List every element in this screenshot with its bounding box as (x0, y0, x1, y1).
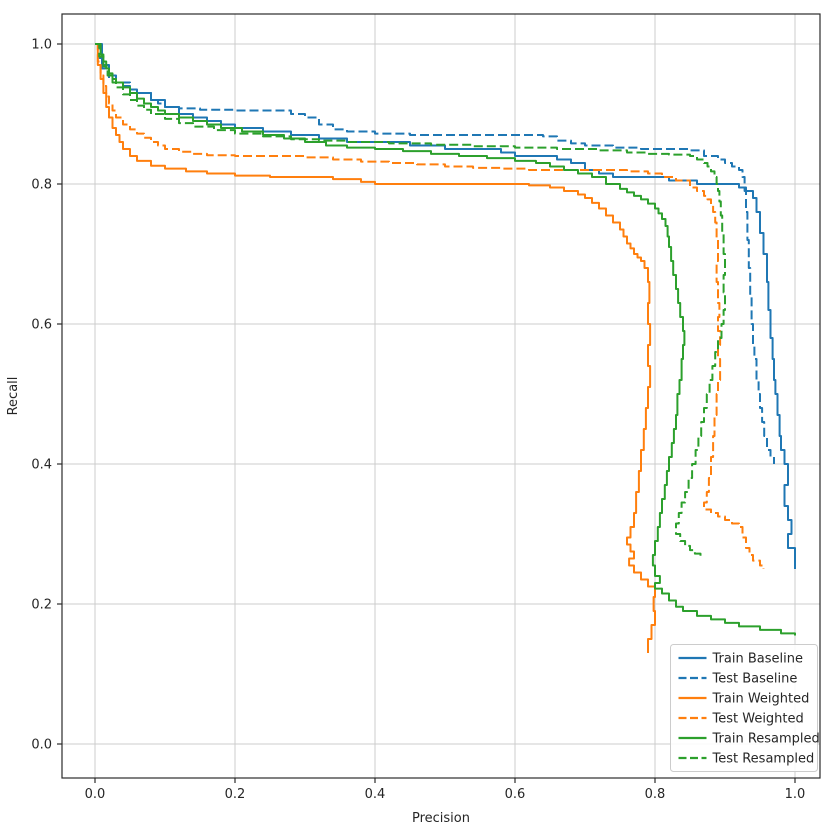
y-tick-label: 1.0 (31, 38, 52, 53)
legend-item: Train Baseline (678, 652, 803, 667)
plot-border (61, 13, 821, 779)
series-layer (95, 43, 796, 653)
legend-item: Test Weighted (678, 712, 804, 727)
y-tick-label: 0.8 (31, 178, 52, 193)
x-tick-label: 1.0 (785, 787, 806, 802)
tick-layer: 0.0 0.2 0.4 0.6 0.8 1.0 0.0 0.2 0.4 0.6 0.8 1.0 (31, 38, 805, 803)
series-train-resampled (95, 43, 796, 636)
y-axis-label: Recall (6, 377, 21, 416)
x-tick-label: 0.0 (85, 787, 106, 802)
legend-label: Train Baseline (712, 652, 803, 667)
legend-box (670, 644, 818, 772)
series-test-weighted (95, 43, 765, 569)
x-axis-label: Precision (412, 811, 470, 826)
x-tick-label: 0.6 (505, 787, 526, 802)
legend-label: Test Baseline (712, 672, 798, 687)
x-tick-label: 0.8 (645, 787, 666, 802)
series-test-resampled (95, 43, 726, 557)
legend-item: Test Resampled (678, 752, 815, 767)
legend-label: Train Weighted (712, 692, 810, 707)
legend-item: Test Baseline (678, 672, 798, 687)
y-tick-label: 0.4 (31, 458, 52, 473)
legend-item: Train Resampled (678, 732, 820, 747)
series-test-baseline (95, 43, 775, 464)
legend-label: Train Resampled (712, 732, 820, 747)
legend-item: Train Weighted (678, 692, 810, 707)
series-train-weighted (95, 43, 656, 653)
legend-label: Test Weighted (712, 712, 804, 727)
legend: Train Baseline Test Baseline Train Weighte… (670, 644, 820, 772)
y-tick-label: 0.2 (31, 598, 52, 613)
legend-label: Test Resampled (712, 752, 815, 767)
y-tick-label: 0.6 (31, 318, 52, 333)
x-tick-label: 0.2 (225, 787, 246, 802)
y-tick-label: 0.0 (31, 738, 52, 753)
x-tick-label: 0.4 (365, 787, 386, 802)
series-train-baseline (95, 43, 796, 569)
